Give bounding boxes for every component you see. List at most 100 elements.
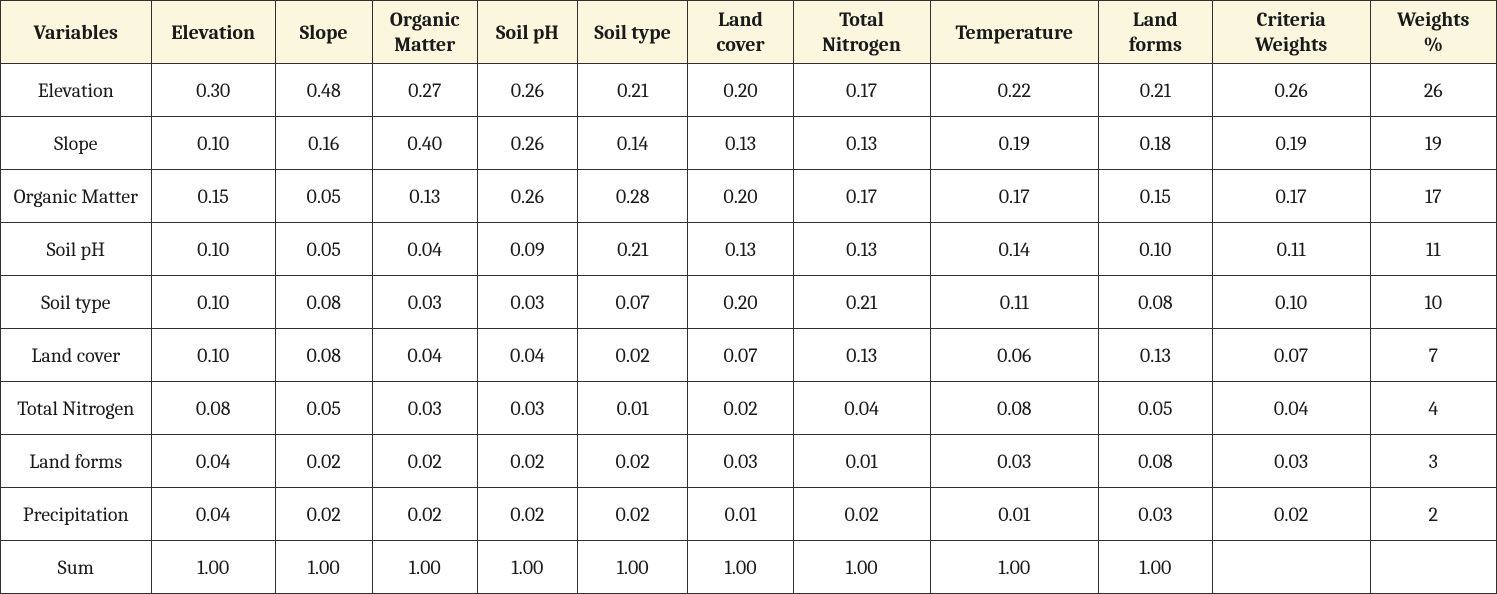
table-cell: 0.02 xyxy=(577,435,688,488)
table-cell: 0.02 xyxy=(372,435,477,488)
table-cell: 2 xyxy=(1370,488,1496,541)
table-cell: 0.14 xyxy=(930,223,1098,276)
table-cell: 0.48 xyxy=(275,64,372,117)
table-cell: 0.02 xyxy=(275,435,372,488)
table-cell: 0.03 xyxy=(1098,488,1212,541)
table-cell: 0.04 xyxy=(372,329,477,382)
table-cell: 0.02 xyxy=(577,488,688,541)
table-cell: 0.10 xyxy=(151,276,275,329)
col-soil-type: Soil type xyxy=(577,1,688,64)
table-cell: 0.08 xyxy=(275,276,372,329)
table-cell: 0.04 xyxy=(372,223,477,276)
table-cell: 0.06 xyxy=(930,329,1098,382)
table-cell: 0.13 xyxy=(793,117,930,170)
table-cell: 0.18 xyxy=(1098,117,1212,170)
table-cell: 0.09 xyxy=(477,223,577,276)
table-cell: 0.30 xyxy=(151,64,275,117)
table-cell: 0.03 xyxy=(688,435,793,488)
col-land-cover: Landcover xyxy=(688,1,793,64)
table-row: Soil type0.100.080.030.030.070.200.210.1… xyxy=(1,276,1497,329)
table-cell: 0.05 xyxy=(275,223,372,276)
table-cell: 0.05 xyxy=(275,170,372,223)
table-cell: 0.20 xyxy=(688,170,793,223)
table-cell: 0.04 xyxy=(151,435,275,488)
table-cell: 0.01 xyxy=(930,488,1098,541)
col-organic-matter: OrganicMatter xyxy=(372,1,477,64)
table-cell: 0.28 xyxy=(577,170,688,223)
table-cell: 1.00 xyxy=(275,541,372,594)
table-cell: 0.26 xyxy=(477,170,577,223)
table-cell: 0.02 xyxy=(577,329,688,382)
table-cell: 0.02 xyxy=(477,488,577,541)
table-header: Variables Elevation Slope OrganicMatter … xyxy=(1,1,1497,64)
table-cell: 0.26 xyxy=(477,64,577,117)
table-cell: 0.04 xyxy=(793,382,930,435)
table-cell: Elevation xyxy=(1,64,152,117)
table-cell: 0.02 xyxy=(688,382,793,435)
table-cell: 0.08 xyxy=(930,382,1098,435)
table-cell: 0.40 xyxy=(372,117,477,170)
table-cell: 0.08 xyxy=(1098,435,1212,488)
table-cell: 0.16 xyxy=(275,117,372,170)
table-cell: 0.05 xyxy=(1098,382,1212,435)
table-cell: 0.21 xyxy=(577,223,688,276)
table-cell: 19 xyxy=(1370,117,1496,170)
table-cell: 1.00 xyxy=(577,541,688,594)
table-cell: 0.21 xyxy=(577,64,688,117)
table-cell: 0.20 xyxy=(688,64,793,117)
table-cell: 0.02 xyxy=(477,435,577,488)
table-cell: 0.03 xyxy=(1212,435,1370,488)
table-body: Elevation0.300.480.270.260.210.200.170.2… xyxy=(1,64,1497,594)
col-temperature: Temperature xyxy=(930,1,1098,64)
table-cell: 0.02 xyxy=(372,488,477,541)
table-cell: 3 xyxy=(1370,435,1496,488)
col-criteria-weights: CriteriaWeights xyxy=(1212,1,1370,64)
table-cell: 0.07 xyxy=(688,329,793,382)
table-row: Soil pH0.100.050.040.090.210.130.130.140… xyxy=(1,223,1497,276)
table-row: Elevation0.300.480.270.260.210.200.170.2… xyxy=(1,64,1497,117)
table-cell: 1.00 xyxy=(151,541,275,594)
table-cell: 0.03 xyxy=(477,276,577,329)
table-cell: 0.04 xyxy=(151,488,275,541)
table-cell: 0.02 xyxy=(275,488,372,541)
table-cell: 1.00 xyxy=(930,541,1098,594)
table-cell: 0.01 xyxy=(793,435,930,488)
table-cell: 1.00 xyxy=(477,541,577,594)
table-row: Precipitation0.040.020.020.020.020.010.0… xyxy=(1,488,1497,541)
col-weights-pct: Weights% xyxy=(1370,1,1496,64)
table-cell: 0.04 xyxy=(1212,382,1370,435)
table-cell: Land cover xyxy=(1,329,152,382)
table-cell: 0.19 xyxy=(930,117,1098,170)
table-cell: 0.17 xyxy=(793,64,930,117)
table-cell: Soil type xyxy=(1,276,152,329)
header-row: Variables Elevation Slope OrganicMatter … xyxy=(1,1,1497,64)
table-cell xyxy=(1212,541,1370,594)
table-cell: 0.27 xyxy=(372,64,477,117)
table-cell: 0.14 xyxy=(577,117,688,170)
table-cell: 0.08 xyxy=(1098,276,1212,329)
table-cell: 0.01 xyxy=(688,488,793,541)
col-slope: Slope xyxy=(275,1,372,64)
table-cell: 26 xyxy=(1370,64,1496,117)
table-cell: 0.10 xyxy=(151,117,275,170)
table-cell: 0.17 xyxy=(793,170,930,223)
table-cell: 17 xyxy=(1370,170,1496,223)
table-row: Organic Matter0.150.050.130.260.280.200.… xyxy=(1,170,1497,223)
table-cell: Sum xyxy=(1,541,152,594)
table-cell: 11 xyxy=(1370,223,1496,276)
table-cell: 0.13 xyxy=(1098,329,1212,382)
table-cell: 0.02 xyxy=(1212,488,1370,541)
table-cell: 0.03 xyxy=(372,276,477,329)
table-cell: 0.03 xyxy=(372,382,477,435)
table-cell: 0.07 xyxy=(577,276,688,329)
table-cell: Precipitation xyxy=(1,488,152,541)
table-row: Sum1.001.001.001.001.001.001.001.001.00 xyxy=(1,541,1497,594)
table-cell: 0.03 xyxy=(477,382,577,435)
table-cell: 0.11 xyxy=(1212,223,1370,276)
table-cell: 0.10 xyxy=(1098,223,1212,276)
table-cell xyxy=(1370,541,1496,594)
table-cell: 0.17 xyxy=(930,170,1098,223)
col-elevation: Elevation xyxy=(151,1,275,64)
table-cell: 0.01 xyxy=(577,382,688,435)
table-cell: 0.13 xyxy=(793,329,930,382)
